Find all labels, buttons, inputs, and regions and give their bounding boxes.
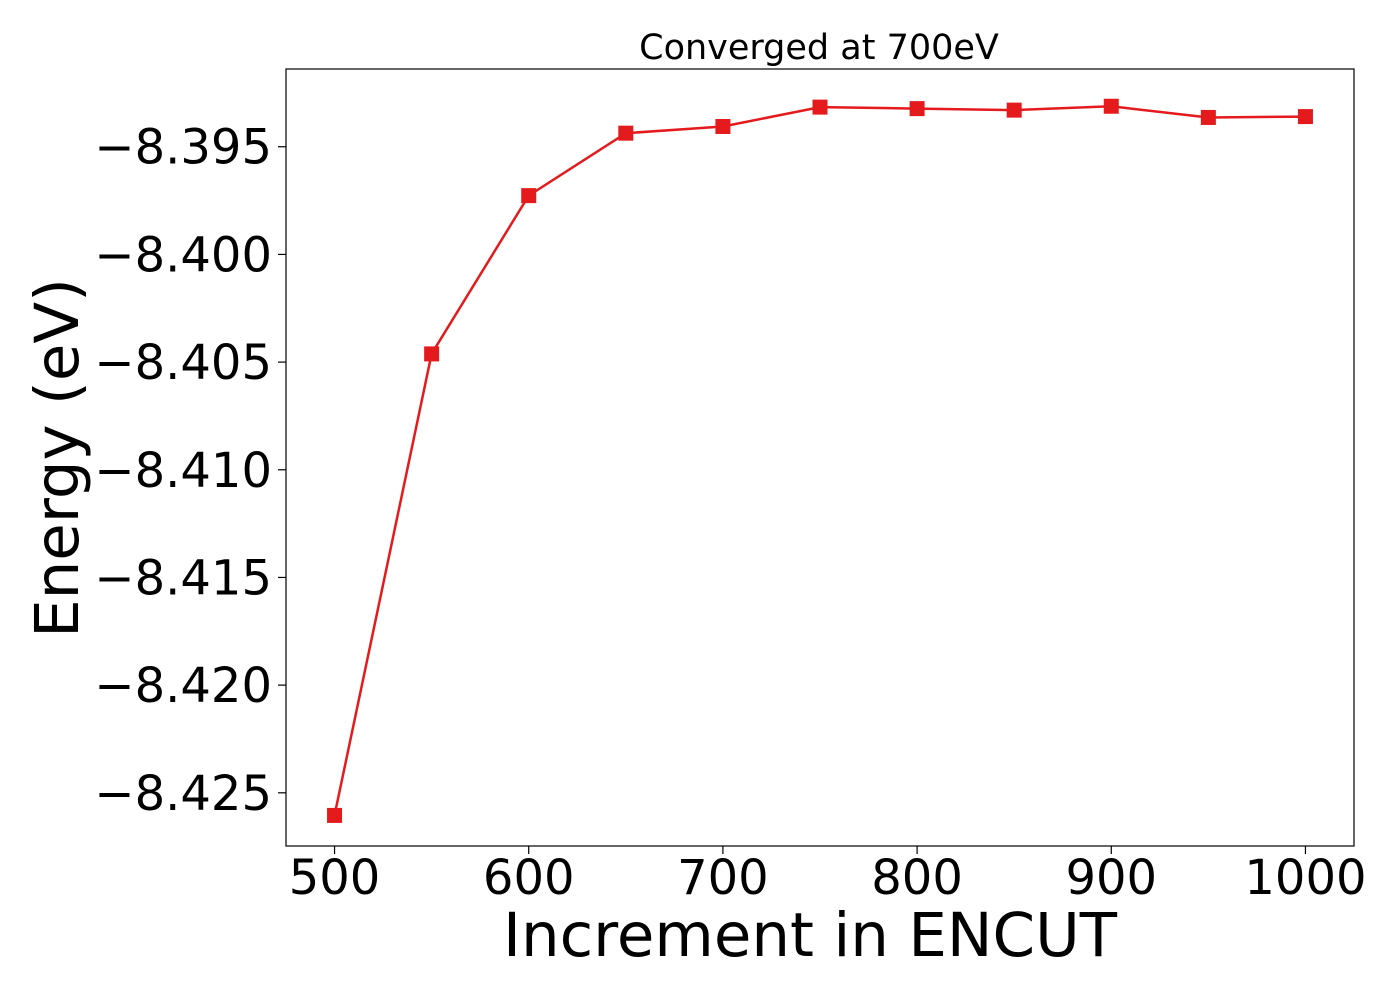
data-point-marker xyxy=(715,118,731,134)
y-axis: −8.425 −8.420 −8.415 −8.410 −8.405 −8.400 −8.3… xyxy=(94,120,286,822)
x-tick-label: 600 xyxy=(483,850,575,906)
x-axis: 500 600 700 800 900 1000 xyxy=(289,846,1367,906)
y-tick-label: −8.405 xyxy=(94,335,272,391)
x-tick-label: 1000 xyxy=(1244,850,1366,906)
y-tick-label: −8.395 xyxy=(94,120,272,176)
data-point-marker xyxy=(1297,109,1313,125)
plot-area xyxy=(285,68,1355,847)
chart-title: Converged at 700eV xyxy=(639,28,999,68)
data-point-marker xyxy=(424,346,440,362)
y-tick-label: −8.400 xyxy=(94,227,272,283)
y-tick-label: −8.420 xyxy=(94,658,272,714)
x-tick-label: 500 xyxy=(289,850,381,906)
x-tick-label: 700 xyxy=(677,850,769,906)
x-tick-label: 900 xyxy=(1065,850,1157,906)
data-point-marker xyxy=(1103,98,1119,114)
y-axis-title: Energy (eV) xyxy=(22,278,93,638)
data-point-marker xyxy=(618,125,634,141)
data-point-marker xyxy=(812,99,828,115)
y-tick-label: −8.410 xyxy=(94,443,272,499)
y-tick-label: −8.425 xyxy=(94,766,272,822)
data-point-marker xyxy=(521,188,537,204)
data-point-marker xyxy=(1200,109,1216,125)
data-point-marker xyxy=(909,101,925,117)
series-line xyxy=(333,105,1306,816)
x-tick-label: 800 xyxy=(871,850,963,906)
data-point-marker xyxy=(327,807,343,823)
x-axis-title: Increment in ENCUT xyxy=(503,900,1118,971)
data-point-marker xyxy=(1006,102,1022,118)
y-tick-label: −8.415 xyxy=(94,550,272,606)
data-series xyxy=(327,98,1313,823)
